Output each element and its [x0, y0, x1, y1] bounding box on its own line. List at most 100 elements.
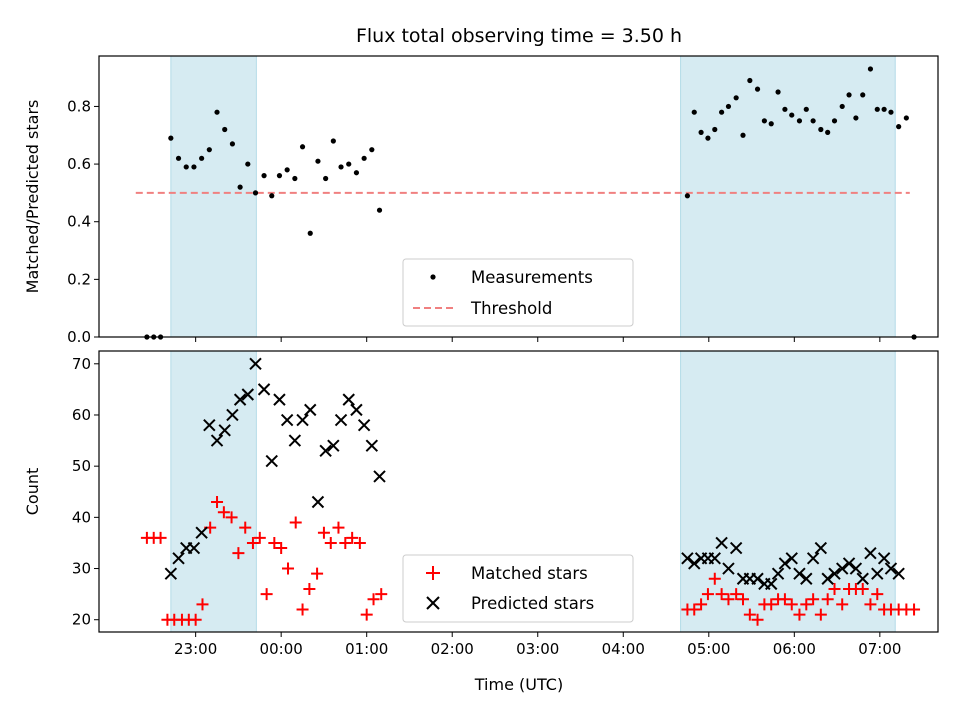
- measurement-point: [269, 193, 275, 199]
- matched-star-point: [814, 608, 827, 621]
- matched-star-point: [701, 588, 714, 601]
- measurement-point: [825, 129, 831, 135]
- x-tick-label: 07:00: [858, 640, 901, 658]
- predicted-star-point: [373, 470, 386, 483]
- matched-star-point: [289, 516, 302, 529]
- matched-star-point: [232, 547, 245, 560]
- x-axis-label: Time (UTC): [474, 675, 563, 694]
- matched-star-point: [856, 583, 869, 596]
- measurement-point: [299, 144, 306, 150]
- shaded-interval: [170, 350, 257, 633]
- predicted-star-point: [715, 536, 728, 550]
- matched-star-point: [332, 521, 345, 534]
- matched-star-point: [353, 536, 366, 549]
- matched-star-point: [360, 608, 373, 621]
- matched-star-point: [268, 536, 281, 549]
- predicted-star-point: [187, 541, 201, 555]
- predicted-star-point: [856, 572, 869, 585]
- measurement-point: [315, 158, 321, 164]
- predicted-star-point: [273, 393, 286, 406]
- matched-star-point: [730, 588, 743, 601]
- predicted-star-point: [864, 546, 877, 560]
- x-tick-label: 05:00: [687, 640, 730, 658]
- measurement-point: [175, 155, 182, 161]
- measurement-point: [237, 184, 243, 190]
- x-tick-label: 06:00: [773, 640, 816, 658]
- y-axis-label-top: Matched/Predicted stars: [23, 100, 42, 294]
- x-axis-ticks-bottom: 23:00 00:00 01:00 02:00 03:00 04:00 05:00 06:00…: [174, 632, 901, 658]
- measurement-point: [775, 89, 781, 95]
- matched-star-point: [196, 598, 209, 611]
- matched-star-point: [211, 495, 224, 508]
- predicted-star-point: [688, 557, 701, 570]
- measurement-point: [330, 138, 336, 144]
- matched-star-point: [311, 567, 324, 580]
- measurement-point: [684, 193, 691, 199]
- predicted-star-point: [771, 567, 785, 580]
- legend-marker-predicted: [426, 596, 440, 610]
- x-tick-label: 03:00: [516, 640, 559, 658]
- measurement-point: [323, 175, 329, 182]
- matched-star-point: [367, 593, 380, 606]
- y-tick-label: 0.4: [67, 213, 91, 231]
- measurement-point: [261, 173, 267, 179]
- predicted-star-point: [350, 403, 363, 417]
- panel-counts: 20 30 40 50 60 70 23:00 00:00 01:00 02:00 03:00 04…: [23, 350, 939, 694]
- measurement-point: [853, 115, 859, 121]
- matched-star-point: [275, 542, 288, 555]
- predicted-star-point: [304, 403, 317, 417]
- matched-star-point: [800, 598, 813, 611]
- measurement-point: [369, 147, 375, 153]
- legend-label-matched: Matched stars: [471, 564, 588, 583]
- matched-star-point: [821, 593, 834, 606]
- predicted-star-point: [806, 552, 820, 565]
- measurement-point: [276, 173, 283, 179]
- matched-star-point: [260, 588, 273, 601]
- measurement-point: [803, 106, 809, 112]
- predicted-star-point: [814, 541, 828, 555]
- matched-star-point: [246, 536, 259, 549]
- measurement-point: [252, 190, 259, 196]
- predicted-star-point: [172, 552, 185, 565]
- matched-star-point: [282, 562, 295, 575]
- measurement-point: [831, 118, 838, 124]
- predicted-star-point: [203, 419, 216, 432]
- matched-star-point: [793, 608, 806, 621]
- predicted-star-point: [892, 567, 905, 580]
- predicted-star-point: [280, 413, 294, 427]
- predicted-star-point: [210, 434, 224, 447]
- measurement-point: [229, 141, 236, 147]
- matched-star-point: [324, 536, 337, 549]
- matched-star-point: [339, 536, 352, 549]
- matched-star-point: [346, 531, 359, 544]
- measurement-point: [698, 129, 704, 135]
- predicted-star-point: [164, 567, 178, 580]
- measurement-point: [284, 167, 290, 173]
- measurement-point: [206, 147, 212, 153]
- plot-frame-bottom: [98, 350, 939, 633]
- matched-star-point: [722, 593, 735, 606]
- predicted-star-point: [265, 454, 278, 468]
- predicted-star-point: [342, 393, 355, 406]
- predicted-star-point: [849, 562, 863, 575]
- measurement-point: [740, 132, 746, 138]
- measurement-point: [796, 118, 803, 124]
- measurement-point: [338, 164, 344, 170]
- predicted-star-points: [164, 357, 905, 591]
- y-tick-label: 50: [72, 457, 91, 475]
- predicted-star-point: [785, 552, 798, 565]
- matched-star-point: [217, 506, 230, 519]
- measurement-point: [860, 92, 866, 98]
- measurement-point: [346, 161, 352, 167]
- measurement-point: [376, 207, 383, 213]
- measurement-point: [705, 135, 711, 141]
- measurement-point: [881, 106, 887, 112]
- predicted-star-point: [871, 567, 884, 580]
- predicted-star-point: [800, 572, 813, 585]
- measurement-point: [782, 106, 788, 112]
- measurement-point: [839, 103, 845, 110]
- predicted-star-point: [821, 572, 834, 585]
- matched-star-point: [836, 598, 849, 611]
- matched-star-point: [737, 593, 750, 606]
